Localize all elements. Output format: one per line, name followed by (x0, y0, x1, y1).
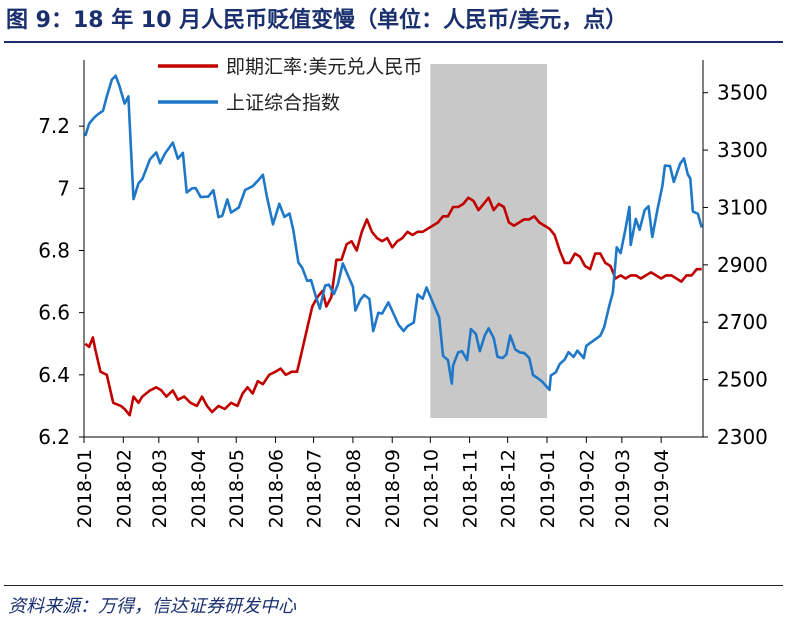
series-line-shanghai-index (84, 74, 703, 392)
y-right-tick-label: 2900 (717, 253, 768, 277)
footer-rule (4, 585, 783, 586)
chart-title: 图 9：18 年 10 月人民币贬值变慢（单位：人民币/美元，点） (6, 8, 628, 33)
y-right-tick-label: 2300 (717, 425, 768, 449)
x-tick-label: 2018-07 (304, 449, 326, 528)
source-note: 资料来源：万得，信达证券研发中心 (8, 596, 296, 617)
x-tick-label: 2019-04 (651, 449, 673, 528)
x-tick-label: 2018-10 (420, 449, 442, 528)
y-right-tick-label: 3300 (717, 138, 768, 162)
y-right-tick-label: 3100 (717, 195, 768, 219)
legend: 即期汇率:美元兑人民币 上证综合指数 (158, 56, 422, 114)
y-right-tick-label: 2500 (717, 368, 768, 392)
x-tick-label: 2018-12 (498, 449, 520, 528)
x-tick-label: 2018-05 (226, 449, 248, 528)
x-tick-label: 2018-06 (266, 449, 288, 528)
y-left-tick-label: 6.4 (38, 363, 70, 387)
legend-label-shanghai-index: 上证综合指数 (226, 92, 340, 114)
legend-label-exchange-rate: 即期汇率:美元兑人民币 (226, 56, 422, 78)
x-tick-label: 2018-09 (382, 449, 404, 528)
chart: 6.2 6.4 6.6 6.8 7 7.2 2300 2500 2700 2900 3100 3300… (38, 56, 768, 528)
y-right-tick-label: 3500 (717, 81, 768, 105)
x-tick-label: 2018-03 (149, 449, 171, 528)
y-left-tick-label: 6.6 (38, 301, 70, 325)
x-tick-label: 2018-02 (113, 449, 135, 528)
x-tick-label: 2019-02 (576, 449, 598, 528)
x-tick-label: 2018-11 (460, 449, 482, 528)
y-left-tick-label: 6.8 (38, 239, 70, 263)
y-right-tick-label: 2700 (717, 310, 768, 334)
x-tick-label: 2018-01 (74, 449, 96, 528)
shaded-region-layer (430, 64, 547, 418)
title-underline (4, 41, 783, 43)
y-left-tick-label: 7 (57, 176, 70, 200)
x-tick-label: 2018-04 (188, 449, 210, 528)
x-tick-label: 2019-01 (537, 449, 559, 528)
y-left-tick-label: 7.2 (38, 114, 70, 138)
x-tick-label: 2019-03 (612, 449, 634, 528)
x-tick-label: 2018-08 (343, 449, 365, 528)
shaded-region (430, 64, 547, 418)
axis-layer: 6.2 6.4 6.6 6.8 7 7.2 2300 2500 2700 2900 3100 3300… (38, 60, 768, 528)
y-left-tick-label: 6.2 (38, 425, 70, 449)
series-layer (84, 74, 703, 417)
series-line-exchange-rate (84, 196, 702, 417)
